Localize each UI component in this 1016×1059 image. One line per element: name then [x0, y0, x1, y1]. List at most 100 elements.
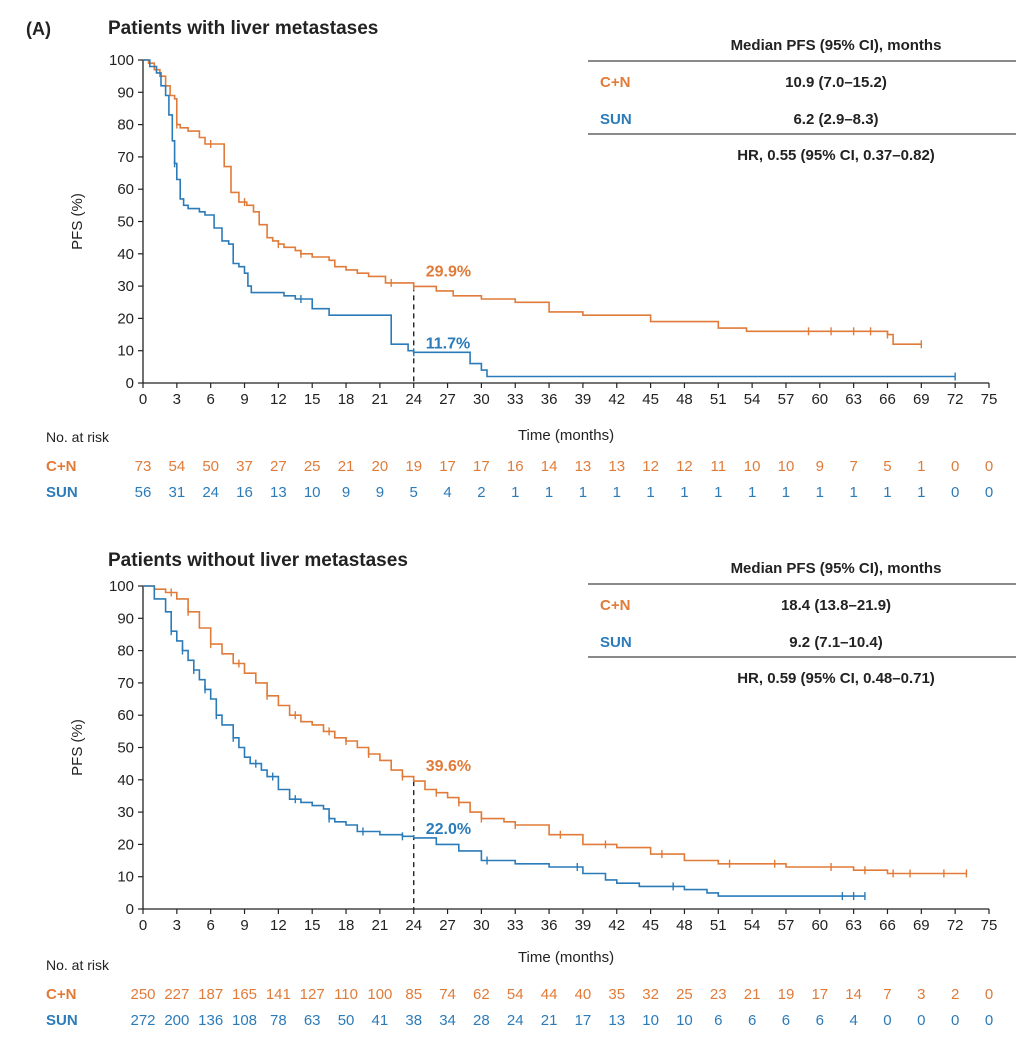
risk-count: 16 [507, 458, 524, 475]
x-tick-label: 60 [811, 391, 828, 408]
risk-count: 14 [541, 458, 558, 475]
risk-count: 0 [985, 484, 993, 501]
km-curve-sun [143, 585, 865, 897]
median-pfs-table: Median PFS (95% CI), months C+N 18.4 (13.8… [588, 560, 1016, 687]
risk-count: 2 [477, 484, 485, 501]
risk-count: 25 [304, 458, 321, 475]
risk-count: 13 [608, 1012, 625, 1029]
risk-count: 32 [642, 986, 659, 1003]
risk-count: 28 [473, 1012, 490, 1029]
y-tick-label: 80 [117, 117, 134, 134]
risk-count: 23 [710, 986, 727, 1003]
risk-table-header: No. at risk [46, 957, 110, 973]
risk-count: 7 [849, 458, 857, 475]
x-tick-label: 36 [541, 391, 558, 408]
x-tick-label: 30 [473, 391, 490, 408]
risk-count: 10 [676, 1012, 693, 1029]
table-row-value: 10.9 (7.0–15.2) [785, 74, 887, 91]
landmark-value-cn: 29.9% [426, 263, 471, 280]
risk-count: 1 [816, 484, 824, 501]
risk-count: 1 [511, 484, 519, 501]
risk-row-label: SUN [46, 1012, 78, 1029]
hazard-ratio: HR, 0.55 (95% CI, 0.37–0.82) [737, 147, 935, 164]
risk-count: 21 [744, 986, 761, 1003]
x-tick-label: 21 [372, 917, 389, 934]
x-tick-label: 54 [744, 391, 761, 408]
x-tick-label: 27 [439, 917, 456, 934]
risk-count: 24 [507, 1012, 524, 1029]
risk-count: 85 [405, 986, 422, 1003]
risk-count: 10 [304, 484, 321, 501]
risk-count: 165 [232, 986, 257, 1003]
panel-label: (A) [26, 19, 51, 39]
y-tick-label: 100 [109, 52, 134, 69]
risk-count: 1 [545, 484, 553, 501]
risk-count: 25 [676, 986, 693, 1003]
risk-count: 0 [985, 1012, 993, 1029]
x-tick-label: 39 [575, 917, 592, 934]
risk-count: 21 [541, 1012, 558, 1029]
risk-count: 1 [613, 484, 621, 501]
y-axis-label: PFS (%) [69, 193, 86, 250]
risk-count: 10 [744, 458, 761, 475]
y-tick-label: 60 [117, 707, 134, 724]
risk-count: 17 [473, 458, 490, 475]
x-tick-label: 72 [947, 391, 964, 408]
risk-count: 40 [575, 986, 592, 1003]
y-tick-label: 20 [117, 836, 134, 853]
x-tick-label: 54 [744, 917, 761, 934]
y-tick-label: 90 [117, 84, 134, 101]
x-tick-label: 30 [473, 917, 490, 934]
y-tick-label: 40 [117, 772, 134, 789]
y-tick-label: 0 [126, 375, 134, 392]
x-tick-label: 9 [240, 391, 248, 408]
x-tick-label: 63 [845, 917, 862, 934]
risk-row-label: C+N [46, 458, 76, 475]
risk-count: 200 [164, 1012, 189, 1029]
y-tick-label: 20 [117, 310, 134, 327]
risk-count: 41 [372, 1012, 389, 1029]
x-tick-label: 42 [608, 391, 625, 408]
chart-title: Patients with liver metastases [108, 18, 378, 39]
table-row-label: C+N [600, 597, 630, 614]
risk-count: 0 [951, 458, 959, 475]
x-tick-label: 39 [575, 391, 592, 408]
risk-count: 100 [367, 986, 392, 1003]
landmark-value-sun: 11.7% [426, 335, 470, 352]
x-tick-label: 6 [207, 391, 215, 408]
x-tick-label: 48 [676, 391, 693, 408]
risk-count: 62 [473, 986, 490, 1003]
x-tick-label: 60 [811, 917, 828, 934]
table-row-value: 6.2 (2.9–8.3) [793, 111, 878, 128]
risk-count: 108 [232, 1012, 257, 1029]
x-tick-label: 66 [879, 391, 896, 408]
x-tick-label: 0 [139, 917, 147, 934]
risk-count: 78 [270, 1012, 287, 1029]
x-tick-label: 48 [676, 917, 693, 934]
risk-count: 6 [816, 1012, 824, 1029]
y-tick-label: 10 [117, 869, 134, 886]
risk-count: 13 [608, 458, 625, 475]
risk-count: 16 [236, 484, 253, 501]
risk-row-label: SUN [46, 484, 78, 501]
risk-row-label: C+N [46, 986, 76, 1003]
risk-count: 110 [334, 986, 358, 1003]
x-tick-label: 63 [845, 391, 862, 408]
y-tick-label: 40 [117, 246, 134, 263]
risk-count: 4 [849, 1012, 857, 1029]
x-tick-label: 18 [338, 917, 355, 934]
risk-count: 12 [642, 458, 659, 475]
x-tick-label: 45 [642, 391, 659, 408]
x-axis-label: Time (months) [518, 427, 614, 444]
table-row-label: SUN [600, 634, 632, 651]
risk-count: 1 [714, 484, 722, 501]
risk-count: 1 [849, 484, 857, 501]
x-tick-label: 33 [507, 391, 524, 408]
table-row-label: SUN [600, 111, 632, 128]
risk-count: 6 [748, 1012, 756, 1029]
risk-count: 2 [951, 986, 959, 1003]
landmark-value-sun: 22.0% [426, 821, 471, 838]
risk-count: 54 [168, 458, 185, 475]
